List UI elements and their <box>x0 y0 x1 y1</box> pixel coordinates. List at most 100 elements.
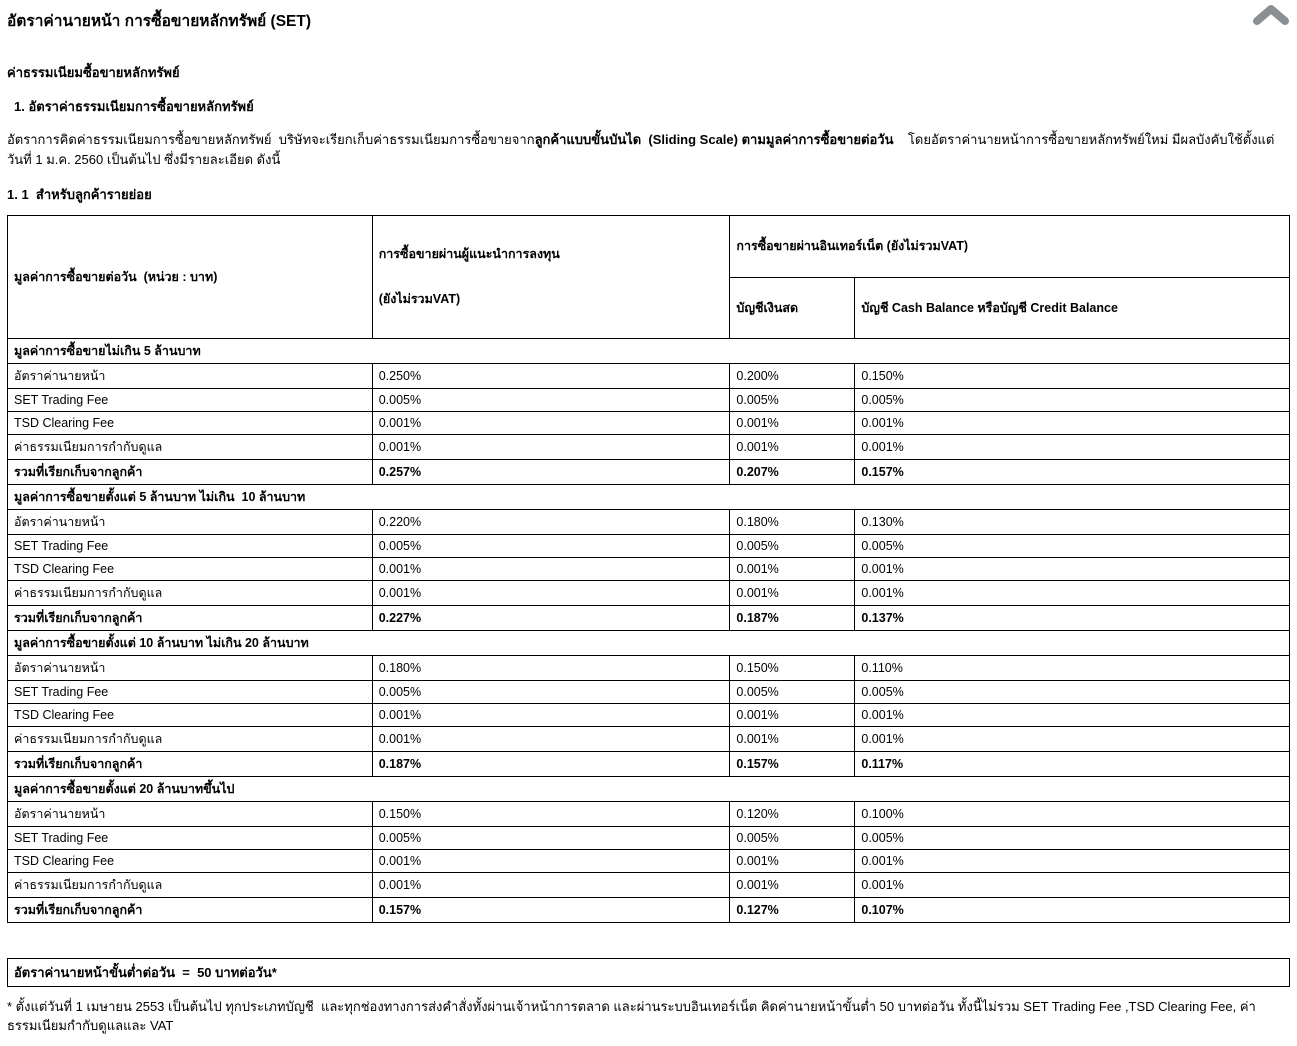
fee-value: 0.001% <box>371 726 731 753</box>
fee-value: 0.001% <box>371 434 731 461</box>
fee-value: 0.001% <box>371 411 731 436</box>
section-title: มูลค่าการซื้อขายตั้งแต่ 10 ล้านบาท ไม่เก… <box>7 630 1290 657</box>
chevron-up-icon <box>1253 4 1289 25</box>
fee-value: 0.150% <box>729 655 856 682</box>
fee-value: 0.157% <box>854 459 1290 486</box>
fee-table: มูลค่าการซื้อขายต่อวัน (หน่วย : บาท) การ… <box>7 215 1290 924</box>
fee-row-label: รวมที่เรียกเก็บจากลูกค้า <box>7 459 373 486</box>
fee-value: 0.001% <box>854 411 1290 436</box>
fee-value: 0.001% <box>729 849 856 874</box>
fee-row-label: อัตราค่านายหน้า <box>7 801 373 828</box>
fee-value: 0.005% <box>371 680 731 705</box>
fee-row: ค่าธรรมเนียมการกำกับดูแล 0.001% 0.001% 0.00… <box>7 580 1290 607</box>
intro-paragraph-regular-1: อัตราการคิดค่าธรรมเนียมการซื้อขายหลักทรั… <box>7 132 535 147</box>
fee-row-label: TSD Clearing Fee <box>7 703 373 728</box>
fee-value: 0.250% <box>371 363 731 390</box>
fee-value: 0.001% <box>371 580 731 607</box>
fee-value: 0.157% <box>729 751 856 778</box>
fee-value: 0.001% <box>371 872 731 899</box>
fee-row: รวมที่เรียกเก็บจากลูกค้า 0.227% 0.187% 0.13… <box>7 605 1290 632</box>
col-header-cash-balance: บัญชี Cash Balance หรือบัญชี Credit Bala… <box>854 276 1290 340</box>
fee-row-label: อัตราค่านายหน้า <box>7 655 373 682</box>
fee-value: 0.001% <box>854 726 1290 753</box>
fee-row-label: รวมที่เรียกเก็บจากลูกค้า <box>7 605 373 632</box>
fee-value: 0.001% <box>729 434 856 461</box>
fee-value: 0.137% <box>854 605 1290 632</box>
fee-row-label: TSD Clearing Fee <box>7 557 373 582</box>
fee-row-label: SET Trading Fee <box>7 534 373 559</box>
fee-row: ค่าธรรมเนียมการกำกับดูแล 0.001% 0.001% 0.00… <box>7 726 1290 753</box>
fee-value: 0.200% <box>729 363 856 390</box>
fee-row: TSD Clearing Fee 0.001% 0.001% 0.001% <box>7 557 1290 582</box>
fee-value: 0.001% <box>854 557 1290 582</box>
fee-row: SET Trading Fee 0.005% 0.005% 0.005% <box>7 388 1290 413</box>
fee-value: 0.001% <box>729 580 856 607</box>
fee-value: 0.220% <box>371 509 731 536</box>
col-header-group-internet: การซื้อขายผ่านอินเทอร์เน็ต (ยังไม่รวมVAT… <box>729 215 1290 278</box>
fee-row: รวมที่เรียกเก็บจากลูกค้า 0.257% 0.207% 0.15… <box>7 459 1290 486</box>
fee-value: 0.005% <box>854 826 1290 851</box>
fee-value: 0.001% <box>854 849 1290 874</box>
fee-value: 0.001% <box>371 557 731 582</box>
fee-row-label: SET Trading Fee <box>7 826 373 851</box>
fee-value: 0.001% <box>854 703 1290 728</box>
fee-value: 0.110% <box>854 655 1290 682</box>
fees-list-item-1: 1. อัตราค่าธรรมเนียมการซื้อขายหลักทรัพย์ <box>14 99 254 114</box>
fee-value: 0.157% <box>371 897 731 924</box>
fee-value: 0.001% <box>729 411 856 436</box>
footnote: * ตั้งแต่วันที่ 1 เมษายน 2553 เป็นต้นไป … <box>7 999 1256 1033</box>
fee-row: รวมที่เรียกเก็บจากลูกค้า 0.157% 0.127% 0.10… <box>7 897 1290 924</box>
fee-row-label: SET Trading Fee <box>7 680 373 705</box>
fee-value: 0.150% <box>371 801 731 828</box>
fee-row: ค่าธรรมเนียมการกำกับดูแล 0.001% 0.001% 0.00… <box>7 872 1290 899</box>
col-header-cash-account: บัญชีเงินสด <box>729 276 856 340</box>
fee-row-label: รวมที่เรียกเก็บจากลูกค้า <box>7 751 373 778</box>
fee-value: 0.127% <box>729 897 856 924</box>
fee-row-label: SET Trading Fee <box>7 388 373 413</box>
fee-value: 0.107% <box>854 897 1290 924</box>
fee-row-label: TSD Clearing Fee <box>7 411 373 436</box>
fee-row-label: รวมที่เรียกเก็บจากลูกค้า <box>7 897 373 924</box>
fee-row-label: อัตราค่านายหน้า <box>7 509 373 536</box>
intro-paragraph-bold: ลูกค้าแบบขั้นบันได (Sliding Scale) ตามมู… <box>534 132 894 147</box>
fees-heading: ค่าธรรมเนียมซื้อขายหลักทรัพย์ <box>7 65 180 80</box>
collapse-section-button[interactable] <box>1251 2 1291 30</box>
fee-value: 0.001% <box>729 872 856 899</box>
fee-value: 0.117% <box>854 751 1290 778</box>
fee-value: 0.100% <box>854 801 1290 828</box>
fee-value: 0.005% <box>371 534 731 559</box>
fee-row-label: ค่าธรรมเนียมการกำกับดูแล <box>7 434 373 461</box>
fee-row-label: ค่าธรรมเนียมการกำกับดูแล <box>7 872 373 899</box>
section-title: มูลค่าการซื้อขายตั้งแต่ 20 ล้านบาทขึ้นไป <box>7 776 1290 803</box>
section-header-row: มูลค่าการซื้อขายตั้งแต่ 5 ล้านบาท ไม่เกิ… <box>7 484 1290 511</box>
fee-value: 0.005% <box>854 680 1290 705</box>
fee-table-body: มูลค่าการซื้อขายไม่เกิน 5 ล้านบาทอัตราค่… <box>7 338 1290 924</box>
intro-paragraph-regular-2: โดยอัตราค่านายหน้าการซื้อขายหลักทรัพย์ให… <box>7 132 1275 168</box>
fee-value: 0.001% <box>729 726 856 753</box>
fee-value: 0.187% <box>729 605 856 632</box>
fee-row: SET Trading Fee 0.005% 0.005% 0.005% <box>7 826 1290 851</box>
section-title: มูลค่าการซื้อขายไม่เกิน 5 ล้านบาท <box>7 338 1290 365</box>
fee-value: 0.150% <box>854 363 1290 390</box>
fee-value: 0.005% <box>729 826 856 851</box>
fee-value: 0.005% <box>371 826 731 851</box>
fee-value: 0.227% <box>371 605 731 632</box>
fee-value: 0.001% <box>854 434 1290 461</box>
col-header-via-advisor-line2: (ยังไม่รวมVAT) <box>378 292 461 307</box>
fee-value: 0.001% <box>854 580 1290 607</box>
fee-value: 0.130% <box>854 509 1290 536</box>
col-header-trade-value: มูลค่าการซื้อขายต่อวัน (หน่วย : บาท) <box>7 215 373 340</box>
fee-value: 0.180% <box>729 509 856 536</box>
fee-value: 0.005% <box>729 680 856 705</box>
fee-value: 0.207% <box>729 459 856 486</box>
fee-value: 0.001% <box>371 703 731 728</box>
fee-value: 0.005% <box>729 388 856 413</box>
fee-row: อัตราค่านายหน้า 0.220% 0.180% 0.130% <box>7 509 1290 536</box>
fee-value: 0.001% <box>371 849 731 874</box>
col-header-via-advisor: การซื้อขายผ่านผู้แนะนำการลงทุน (ยังไม่รว… <box>371 215 731 340</box>
subsection-title-retail: 1. 1 สำหรับลูกค้ารายย่อย <box>7 187 152 203</box>
fee-row: SET Trading Fee 0.005% 0.005% 0.005% <box>7 534 1290 559</box>
section-header-row: มูลค่าการซื้อขายตั้งแต่ 20 ล้านบาทขึ้นไป <box>7 776 1290 803</box>
fee-row-label: ค่าธรรมเนียมการกำกับดูแล <box>7 580 373 607</box>
fee-row: ค่าธรรมเนียมการกำกับดูแล 0.001% 0.001% 0.00… <box>7 434 1290 461</box>
